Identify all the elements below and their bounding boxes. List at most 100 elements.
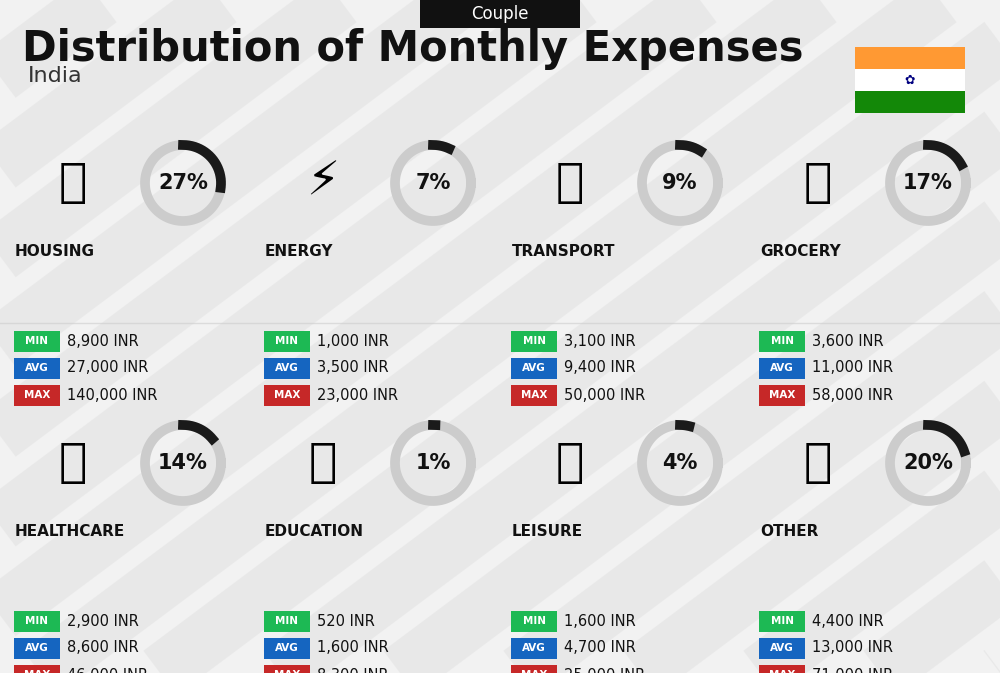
- Text: 🏢: 🏢: [59, 160, 87, 205]
- Text: MAX: MAX: [521, 670, 547, 673]
- FancyBboxPatch shape: [14, 664, 60, 673]
- Text: ⚡: ⚡: [306, 160, 340, 205]
- FancyBboxPatch shape: [759, 384, 805, 406]
- Text: 🏥: 🏥: [59, 441, 87, 485]
- FancyBboxPatch shape: [14, 330, 60, 351]
- Text: MAX: MAX: [24, 390, 50, 400]
- Text: 2,900 INR: 2,900 INR: [67, 614, 139, 629]
- Text: AVG: AVG: [25, 643, 49, 653]
- Text: 🎓: 🎓: [309, 441, 337, 485]
- Text: 🛒: 🛒: [804, 160, 832, 205]
- Text: AVG: AVG: [522, 363, 546, 373]
- Text: MIN: MIN: [26, 336, 48, 346]
- FancyBboxPatch shape: [855, 69, 965, 91]
- FancyBboxPatch shape: [14, 610, 60, 631]
- Text: MAX: MAX: [274, 670, 300, 673]
- Text: 140,000 INR: 140,000 INR: [67, 388, 158, 402]
- Text: EDUCATION: EDUCATION: [265, 524, 364, 538]
- Text: 46,000 INR: 46,000 INR: [67, 668, 148, 673]
- Text: 23,000 INR: 23,000 INR: [317, 388, 398, 402]
- FancyBboxPatch shape: [855, 47, 965, 69]
- Text: MIN: MIN: [276, 616, 298, 626]
- FancyBboxPatch shape: [14, 384, 60, 406]
- FancyBboxPatch shape: [511, 637, 557, 658]
- Text: 25,000 INR: 25,000 INR: [564, 668, 645, 673]
- Text: 27%: 27%: [158, 173, 208, 193]
- Text: HEALTHCARE: HEALTHCARE: [15, 524, 125, 538]
- Text: Distribution of Monthly Expenses: Distribution of Monthly Expenses: [22, 28, 804, 70]
- FancyBboxPatch shape: [511, 664, 557, 673]
- Text: ENERGY: ENERGY: [265, 244, 334, 258]
- Text: ✿: ✿: [905, 73, 915, 87]
- FancyBboxPatch shape: [420, 0, 580, 28]
- Text: 14%: 14%: [158, 453, 208, 473]
- Text: TRANSPORT: TRANSPORT: [512, 244, 616, 258]
- FancyBboxPatch shape: [759, 610, 805, 631]
- Text: AVG: AVG: [770, 363, 794, 373]
- Text: MAX: MAX: [769, 670, 795, 673]
- FancyBboxPatch shape: [759, 637, 805, 658]
- FancyBboxPatch shape: [264, 664, 310, 673]
- FancyBboxPatch shape: [14, 637, 60, 658]
- Text: LEISURE: LEISURE: [512, 524, 583, 538]
- Text: 58,000 INR: 58,000 INR: [812, 388, 893, 402]
- Text: MIN: MIN: [522, 336, 546, 346]
- Text: 8,300 INR: 8,300 INR: [317, 668, 389, 673]
- Text: MIN: MIN: [276, 336, 298, 346]
- Text: 27,000 INR: 27,000 INR: [67, 361, 148, 376]
- FancyBboxPatch shape: [264, 610, 310, 631]
- Text: HOUSING: HOUSING: [15, 244, 95, 258]
- Text: 71,000 INR: 71,000 INR: [812, 668, 893, 673]
- Text: 1,600 INR: 1,600 INR: [564, 614, 636, 629]
- FancyBboxPatch shape: [264, 330, 310, 351]
- Text: 20%: 20%: [903, 453, 953, 473]
- FancyBboxPatch shape: [759, 330, 805, 351]
- Text: MIN: MIN: [770, 336, 794, 346]
- Text: AVG: AVG: [275, 643, 299, 653]
- Text: 17%: 17%: [903, 173, 953, 193]
- FancyBboxPatch shape: [264, 357, 310, 378]
- Text: 9,400 INR: 9,400 INR: [564, 361, 636, 376]
- Text: 4,400 INR: 4,400 INR: [812, 614, 884, 629]
- Text: MAX: MAX: [521, 390, 547, 400]
- Text: Couple: Couple: [471, 5, 529, 23]
- Text: 8,900 INR: 8,900 INR: [67, 334, 139, 349]
- FancyBboxPatch shape: [759, 664, 805, 673]
- FancyBboxPatch shape: [264, 384, 310, 406]
- FancyBboxPatch shape: [14, 357, 60, 378]
- Text: AVG: AVG: [275, 363, 299, 373]
- Text: 1%: 1%: [415, 453, 451, 473]
- Text: 3,100 INR: 3,100 INR: [564, 334, 636, 349]
- FancyBboxPatch shape: [511, 330, 557, 351]
- FancyBboxPatch shape: [511, 610, 557, 631]
- Text: MIN: MIN: [26, 616, 48, 626]
- Text: MIN: MIN: [522, 616, 546, 626]
- Text: 7%: 7%: [415, 173, 451, 193]
- Text: 3,500 INR: 3,500 INR: [317, 361, 389, 376]
- Text: GROCERY: GROCERY: [760, 244, 841, 258]
- Text: AVG: AVG: [770, 643, 794, 653]
- Text: MAX: MAX: [274, 390, 300, 400]
- FancyBboxPatch shape: [511, 357, 557, 378]
- Text: OTHER: OTHER: [760, 524, 818, 538]
- Text: 3,600 INR: 3,600 INR: [812, 334, 884, 349]
- Text: 50,000 INR: 50,000 INR: [564, 388, 645, 402]
- Text: 4,700 INR: 4,700 INR: [564, 641, 636, 656]
- Text: AVG: AVG: [25, 363, 49, 373]
- Text: 🚌: 🚌: [556, 160, 584, 205]
- Text: 1,600 INR: 1,600 INR: [317, 641, 389, 656]
- Text: 4%: 4%: [662, 453, 698, 473]
- Text: 11,000 INR: 11,000 INR: [812, 361, 893, 376]
- Text: 8,600 INR: 8,600 INR: [67, 641, 139, 656]
- Text: 9%: 9%: [662, 173, 698, 193]
- Text: MAX: MAX: [769, 390, 795, 400]
- FancyBboxPatch shape: [264, 637, 310, 658]
- Text: India: India: [28, 66, 83, 86]
- FancyBboxPatch shape: [511, 384, 557, 406]
- FancyBboxPatch shape: [759, 357, 805, 378]
- Text: 1,000 INR: 1,000 INR: [317, 334, 389, 349]
- Text: 520 INR: 520 INR: [317, 614, 375, 629]
- Text: AVG: AVG: [522, 643, 546, 653]
- Text: 13,000 INR: 13,000 INR: [812, 641, 893, 656]
- Text: 💰: 💰: [804, 441, 832, 485]
